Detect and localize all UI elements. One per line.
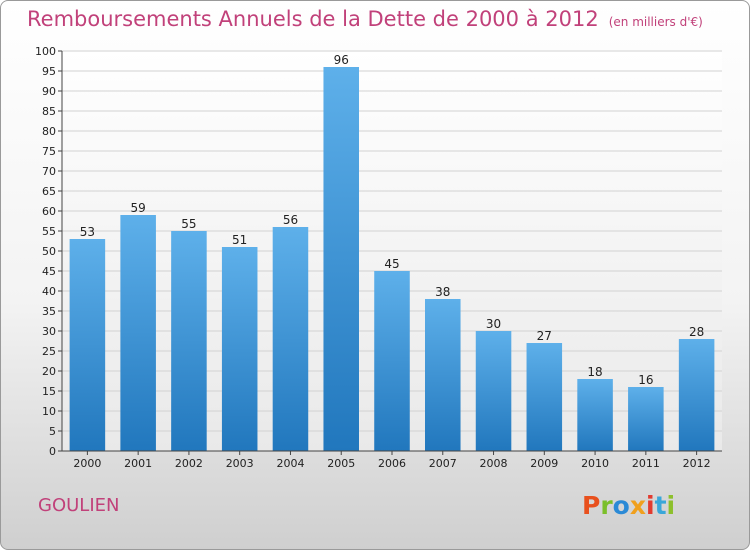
bars [69,67,715,451]
chart-title: Remboursements Annuels de la Dette de 20… [27,7,703,31]
x-tick-label: 2005 [327,457,355,470]
data-label: 53 [80,225,95,239]
bar [678,339,715,451]
x-tick-label: 2009 [530,457,558,470]
data-label: 51 [232,233,247,247]
bar [272,227,309,451]
y-tick-label: 75 [42,145,56,158]
data-label: 38 [435,285,450,299]
town-name: GOULIEN [38,495,120,516]
data-label: 28 [689,325,704,339]
bar [120,215,156,451]
x-tick-label: 2008 [480,457,508,470]
bar [425,299,461,451]
proxiti-logo: Proxiti [582,491,675,520]
data-label: 18 [587,365,602,379]
logo-letter: i [646,491,655,520]
data-label: 30 [486,317,501,331]
logo-letter: i [666,491,676,520]
x-tick-label: 2011 [632,457,660,470]
logo-letter: o [612,491,630,520]
y-tick-label: 10 [42,405,56,418]
data-label: 56 [283,213,298,227]
bar [69,239,106,451]
y-tick-label: 100 [35,45,56,58]
y-tick-label: 60 [42,205,56,218]
x-tick-label: 2012 [683,457,711,470]
y-tick-label: 85 [42,105,56,118]
x-tick-label: 2010 [581,457,609,470]
bar [374,271,410,451]
x-tick-label: 2006 [378,457,406,470]
y-tick-label: 0 [49,445,56,458]
y-tick-label: 35 [42,305,56,318]
data-label: 55 [181,217,196,231]
bar [475,331,512,451]
data-labels: 53 59 55 51 56 96 45 38 30 27 18 16 28 [80,53,705,387]
y-tick-label: 95 [42,65,56,78]
y-tick-label: 30 [42,325,56,338]
y-tick-label: 90 [42,85,56,98]
x-tick-label: 2001 [124,457,152,470]
axes: 0 5 10 15 20 25 30 35 40 45 50 55 60 65 70 75 80 85 90 95 10… [35,45,722,470]
logo-letter: t [654,491,667,520]
y-tick-label: 40 [42,285,56,298]
bar [323,67,359,451]
y-tick-label: 65 [42,185,56,198]
x-tick-label: 2000 [73,457,101,470]
data-label: 27 [537,329,552,343]
logo-letter: x [629,491,646,520]
y-tick-label: 20 [42,365,56,378]
data-label: 59 [131,201,146,215]
y-tick-label: 45 [42,265,56,278]
x-tick-label: 2007 [429,457,457,470]
data-label: 16 [638,373,653,387]
data-label: 96 [334,53,349,67]
bar [171,231,207,451]
y-tick-label: 70 [42,165,56,178]
logo-letter: P [582,491,601,520]
bar [628,387,664,451]
data-label: 45 [384,257,399,271]
logo-letter: r [600,491,613,520]
y-tick-label: 25 [42,345,56,358]
y-tick-label: 5 [49,425,56,438]
bar [577,379,613,451]
x-tick-label: 2002 [175,457,203,470]
x-tick-label: 2003 [226,457,254,470]
y-tick-label: 15 [42,385,56,398]
bar [221,247,258,451]
y-tick-label: 50 [42,245,56,258]
chart-title-main: Remboursements Annuels de la Dette de 20… [27,7,599,31]
y-tick-label: 55 [42,225,56,238]
chart-unit: (en milliers d'€) [608,15,703,29]
bar [526,343,563,451]
y-tick-label: 80 [42,125,56,138]
x-tick-label: 2004 [276,457,304,470]
